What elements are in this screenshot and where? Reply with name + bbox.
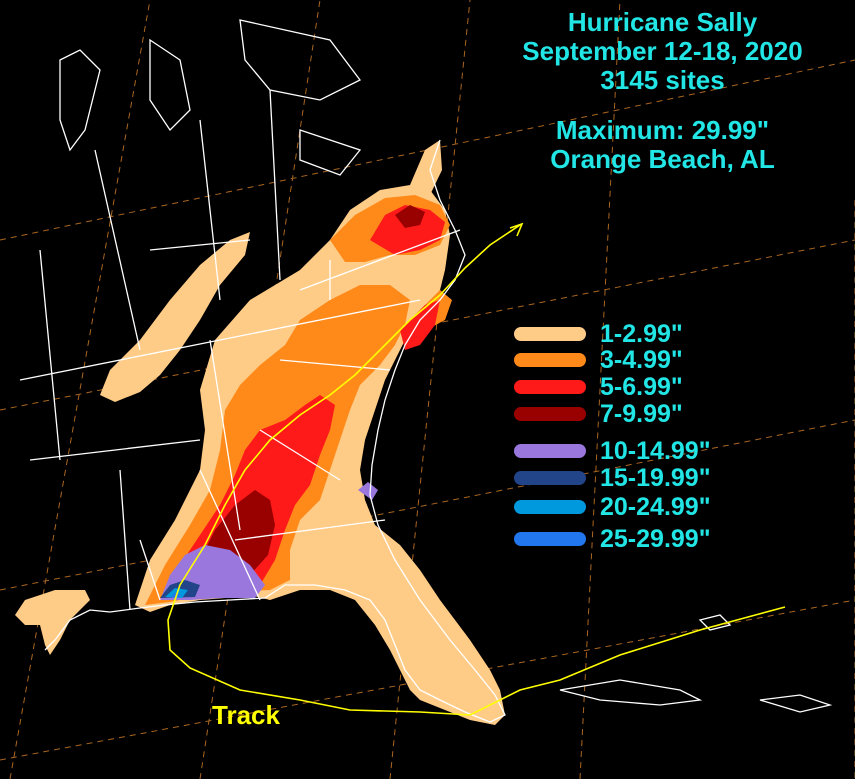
great-lakes <box>59 19 362 176</box>
legend-label: 5-6.99" <box>600 373 683 401</box>
map-title: Hurricane Sally <box>567 7 758 37</box>
hurricane-track <box>167 222 786 716</box>
legend-item: 1-2.99" <box>514 321 774 347</box>
legend-label: 15-19.99" <box>600 464 711 492</box>
date-range: September 12-18, 2020 <box>522 36 803 66</box>
maximum-location: Orange Beach, AL <box>550 144 775 174</box>
rainfall-shading <box>15 140 505 725</box>
legend-swatch <box>514 327 586 341</box>
legend-item: 15-19.99" <box>514 465 774 491</box>
legend-label: 1-2.99" <box>600 320 683 348</box>
track-line <box>167 224 786 716</box>
legend-swatch <box>514 380 586 394</box>
site-count: 3145 sites <box>600 65 725 95</box>
legend-swatch <box>514 444 586 458</box>
legend-item: 25-29.99" <box>514 526 774 552</box>
legend-item: 3-4.99" <box>514 347 774 373</box>
legend-swatch <box>514 471 586 485</box>
rain-zone-10-15-ga <box>358 482 378 500</box>
legend-swatch <box>514 532 586 546</box>
track-arrowhead <box>509 222 524 237</box>
legend-label: 10-14.99" <box>600 437 711 465</box>
track-label: Track <box>212 700 280 730</box>
rain-zone-1-3-midwest <box>100 232 250 402</box>
maximum-value: Maximum: 29.99" <box>555 115 770 145</box>
boundaries <box>19 19 833 723</box>
legend-item: 10-14.99" <box>514 438 774 464</box>
legend-label: 7-9.99" <box>600 400 683 428</box>
legend-item: 7-9.99" <box>514 401 774 427</box>
legend-swatch <box>514 353 586 367</box>
caribbean-islands <box>559 614 833 713</box>
legend-swatch <box>514 500 586 514</box>
legend-label: 20-24.99" <box>600 493 711 521</box>
legend-label: 3-4.99" <box>600 346 683 374</box>
coastline <box>44 139 506 723</box>
legend-item: 5-6.99" <box>514 374 774 400</box>
legend-swatch <box>514 407 586 421</box>
rain-zone-7-10-va <box>395 205 425 228</box>
rain-zone-1-3-louisiana <box>15 590 90 655</box>
legend-label: 25-29.99" <box>600 525 711 553</box>
legend-item: 20-24.99" <box>514 494 774 520</box>
state-lines <box>19 89 461 611</box>
